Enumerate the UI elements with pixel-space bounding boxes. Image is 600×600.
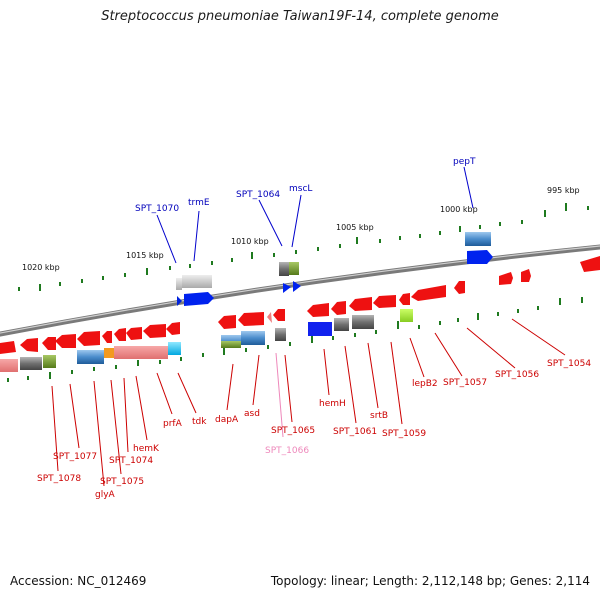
ruler-label: 1010 kbp	[231, 237, 269, 246]
gene-feature[interactable]	[279, 262, 289, 276]
gene-arrow[interactable]	[499, 272, 513, 285]
gene-feature[interactable]	[168, 342, 181, 355]
gene-label-hemH[interactable]: hemH	[319, 399, 346, 409]
gene-feature[interactable]	[77, 350, 104, 364]
gene-arrow[interactable]	[307, 303, 329, 317]
gene-arrow[interactable]	[273, 309, 285, 321]
callout-pink	[275, 352, 284, 438]
gene-label-SPT_1078[interactable]: SPT_1078	[37, 474, 81, 484]
gene-label-SPT_1057[interactable]: SPT_1057	[443, 378, 487, 388]
reverse-features	[0, 281, 465, 354]
gene-arrow[interactable]	[55, 334, 76, 348]
gene-label-SPT_1075[interactable]: SPT_1075	[100, 477, 144, 487]
callouts-red	[51, 318, 566, 487]
accession-text: Accession: NC_012469	[10, 574, 147, 588]
gene-feature[interactable]	[176, 278, 182, 290]
ruler-label: 1000 kbp	[440, 205, 478, 214]
gene-label-SPT_1066[interactable]: SPT_1066	[265, 446, 309, 456]
genome-summary-text: Topology: linear; Length: 2,112,148 bp; …	[270, 574, 590, 588]
gene-label-SPT_1070[interactable]: SPT_1070	[135, 204, 179, 214]
forward-features	[176, 232, 600, 306]
genome-backbone	[0, 244, 600, 337]
callouts-blue	[156, 166, 474, 264]
gene-arrow[interactable]	[102, 331, 112, 343]
gene-feature[interactable]	[20, 357, 42, 370]
gene-arrow[interactable]	[467, 250, 493, 264]
map-title: Streptococcus pneumoniae Taiwan19F-14, c…	[101, 9, 499, 24]
gene-label-SPT_1064[interactable]: SPT_1064	[236, 190, 280, 200]
gene-arrow[interactable]	[521, 269, 531, 282]
gene-label-asd[interactable]: asd	[244, 409, 260, 419]
gene-arrow[interactable]	[77, 331, 100, 346]
gene-label-SPT_1065[interactable]: SPT_1065	[271, 426, 315, 436]
ruler-label: 1020 kbp	[22, 263, 60, 272]
gene-feature[interactable]	[182, 275, 212, 288]
gene-arrow[interactable]	[399, 293, 410, 305]
gene-arrow[interactable]	[166, 322, 180, 335]
gene-feature[interactable]	[221, 341, 241, 348]
gene-feature[interactable]	[0, 359, 18, 372]
gene-label-dapA[interactable]: dapA	[215, 415, 239, 425]
gene-label-tdk[interactable]: tdk	[192, 417, 207, 427]
ruler-ticks-upper	[18, 203, 589, 291]
gene-label-SPT_1054[interactable]: SPT_1054	[547, 359, 591, 369]
gene-label-prfA[interactable]: prfA	[163, 419, 183, 429]
gene-arrow[interactable]	[126, 327, 142, 340]
gene-feature[interactable]	[275, 328, 286, 341]
gene-arrow[interactable]	[143, 324, 166, 338]
gene-arrow[interactable]	[20, 338, 38, 352]
gene-feature[interactable]	[241, 331, 265, 345]
gene-arrow[interactable]	[411, 285, 446, 301]
ruler-label: 1015 kbp	[126, 251, 164, 260]
gene-label-SPT_1061[interactable]: SPT_1061	[333, 427, 377, 437]
gene-label-trmE[interactable]: trmE	[188, 198, 210, 208]
gene-arrow[interactable]	[0, 341, 16, 354]
gene-feature[interactable]	[104, 348, 114, 358]
gene-arrow[interactable]	[218, 315, 236, 329]
gene-arrow[interactable]	[283, 283, 291, 293]
gene-label-SPT_1074[interactable]: SPT_1074	[109, 456, 153, 466]
gene-feature[interactable]	[308, 322, 332, 336]
gene-feature[interactable]	[289, 262, 299, 275]
gene-label-pepT[interactable]: pepT	[453, 157, 476, 167]
gene-arrow[interactable]	[373, 295, 396, 308]
gene-label-mscL[interactable]: mscL	[289, 184, 312, 194]
gene-label-glyA[interactable]: glyA	[95, 490, 116, 500]
gene-label-SPT_1056[interactable]: SPT_1056	[495, 370, 539, 380]
gene-feature[interactable]	[43, 355, 56, 368]
gene-arrow[interactable]	[42, 337, 56, 350]
gene-arrow[interactable]	[580, 256, 600, 272]
gene-feature[interactable]	[352, 315, 374, 329]
gene-arrow[interactable]	[238, 312, 264, 326]
gene-arrow[interactable]	[331, 301, 346, 315]
gene-label-lepB2[interactable]: lepB2	[412, 379, 438, 389]
ruler-label: 1005 kbp	[336, 223, 374, 232]
gene-arrow[interactable]	[114, 328, 126, 341]
reverse-boxes	[0, 309, 413, 372]
gene-label-SPT_1077[interactable]: SPT_1077	[53, 452, 97, 462]
gene-arrow[interactable]	[454, 281, 465, 294]
gene-feature[interactable]	[465, 232, 491, 246]
ruler-label: 995 kbp	[547, 186, 580, 195]
gene-label-srtB[interactable]: srtB	[370, 411, 388, 421]
gene-feature[interactable]	[114, 346, 168, 359]
gene-feature[interactable]	[334, 318, 349, 331]
gene-label-SPT_1059[interactable]: SPT_1059	[382, 429, 426, 439]
gene-arrow[interactable]	[267, 312, 272, 323]
gene-arrow[interactable]	[184, 292, 214, 306]
gene-arrow[interactable]	[177, 296, 182, 306]
gene-arrow[interactable]	[349, 297, 372, 311]
gene-arrow[interactable]	[293, 281, 301, 292]
gene-feature[interactable]	[400, 309, 413, 322]
ruler-ticks-lower	[7, 297, 583, 382]
gene-label-hemK[interactable]: hemK	[133, 444, 160, 454]
